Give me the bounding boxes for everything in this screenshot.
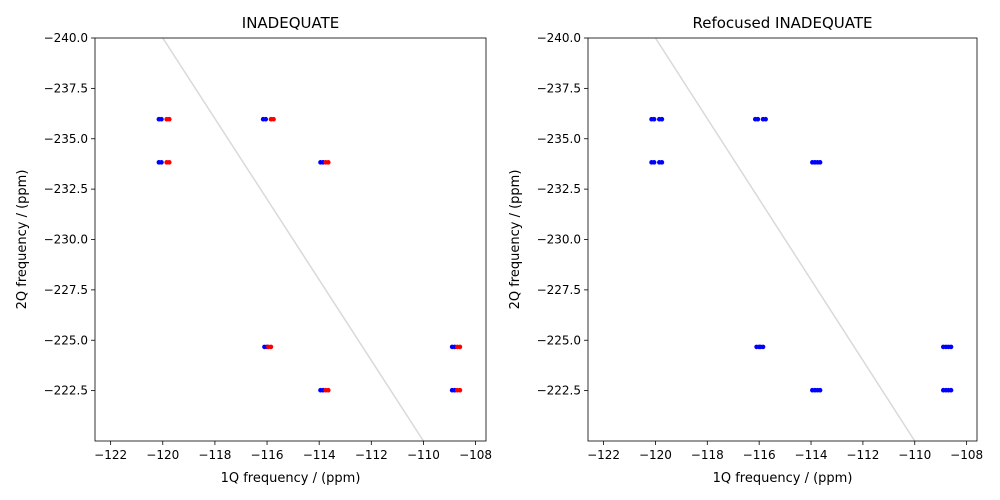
y-axis-label: 2Q frequency / (ppm) [508,170,523,310]
x-axis-label: 1Q frequency / (ppm) [221,471,361,486]
x-axis-label: 1Q frequency / (ppm) [713,471,853,486]
data-point [271,116,276,122]
x-tick-label: −120 [146,448,179,462]
x-tick-label: −116 [743,448,776,462]
data-point [325,160,331,165]
x-tick-label: −110 [898,448,931,462]
data-point [268,344,274,350]
x-tick-label: −118 [198,448,231,462]
x-tick-label: −112 [846,448,879,462]
data-point [457,387,463,393]
x-tick-label: −110 [407,448,440,462]
chart-title: Refocused INADEQUATE [693,14,873,32]
data-point [166,116,172,122]
x-tick-label: −112 [355,448,388,462]
x-tick-label: −116 [251,448,284,462]
chart-panel-refocused-inadequate: Refocused INADEQUATE 1Q frequency / (ppm… [508,14,983,486]
data-point [159,116,164,122]
y-tick-label: −237.5 [537,81,581,95]
x-tick-label: −108 [459,448,492,462]
x-tick-label: −122 [587,448,620,462]
y-tick-label: −235.0 [537,132,581,146]
y-tick-label: −230.0 [537,233,581,247]
data-point [159,160,164,165]
y-tick-label: −232.5 [44,182,88,196]
data-point [166,160,172,165]
x-tick-label: −108 [950,448,983,462]
y-tick-label: −222.5 [537,384,581,398]
data-point [651,160,657,165]
y-tick-label: −230.0 [44,233,88,247]
data-point [948,344,954,350]
data-point [763,116,768,122]
chart-title: INADEQUATE [242,14,339,32]
y-tick-label: −225.0 [537,333,581,347]
y-axis-label: 2Q frequency / (ppm) [15,170,30,310]
data-point [651,116,657,122]
x-tick-label: −118 [691,448,724,462]
reference-line [162,38,425,441]
data-point [659,116,665,122]
data-point [457,344,463,350]
data-point [817,387,823,393]
y-tick-label: −225.0 [44,333,88,347]
y-tick-label: −227.5 [537,283,581,297]
y-tick-label: −235.0 [44,132,88,146]
data-point [948,387,954,393]
y-tick-label: −237.5 [44,81,88,95]
chart-panel-inadequate: INADEQUATE 1Q frequency / (ppm) 2Q frequ… [15,14,492,486]
data-point [263,116,269,122]
x-tick-label: −120 [639,448,672,462]
data-point [817,160,823,165]
data-point [755,116,761,122]
data-point [760,344,766,350]
reference-line [654,38,916,441]
x-tick-label: −114 [795,448,828,462]
series-0 [156,116,458,393]
series-0 [649,116,954,393]
data-point [325,387,331,393]
y-tick-label: −227.5 [44,283,88,297]
y-tick-label: −232.5 [537,182,581,196]
y-tick-label: −240.0 [537,31,581,45]
data-point [659,160,665,165]
x-tick-label: −122 [94,448,127,462]
y-tick-label: −240.0 [44,31,88,45]
x-tick-label: −114 [303,448,336,462]
y-tick-label: −222.5 [44,384,88,398]
series-1 [164,116,463,393]
